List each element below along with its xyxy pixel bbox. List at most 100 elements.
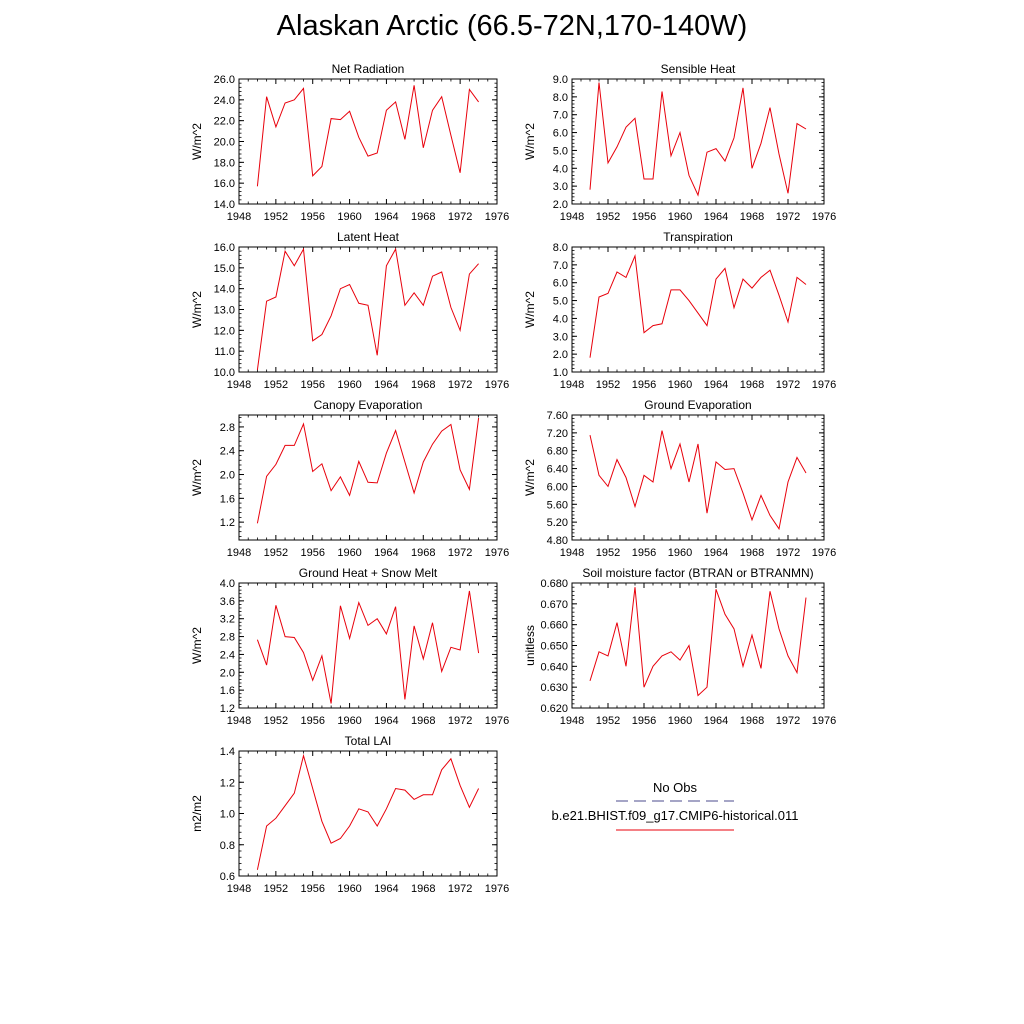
x-tick-label: 1968 <box>411 211 435 223</box>
x-tick-label: 1972 <box>448 547 472 559</box>
y-tick-label: 24.0 <box>214 95 235 107</box>
y-tick-label: 20.0 <box>214 137 235 149</box>
x-tick-label: 1952 <box>264 211 288 223</box>
x-tick-label: 1956 <box>300 883 324 895</box>
y-tick-label: 0.680 <box>540 578 568 590</box>
y-tick-label: 5.0 <box>553 145 568 157</box>
x-tick-label: 1968 <box>740 715 764 727</box>
x-tick-label: 1948 <box>560 547 584 559</box>
y-tick-label: 0.650 <box>540 641 568 653</box>
x-tick-label: 1952 <box>264 547 288 559</box>
y-tick-label: 1.2 <box>220 703 235 715</box>
y-tick-label: 5.0 <box>553 296 568 308</box>
x-tick-label: 1976 <box>485 211 509 223</box>
y-axis-label: W/m^2 <box>523 459 537 496</box>
x-tick-label: 1964 <box>374 715 398 727</box>
x-tick-label: 1948 <box>227 547 251 559</box>
y-tick-label: 22.0 <box>214 116 235 128</box>
y-tick-label: 15.0 <box>214 263 235 275</box>
x-tick-label: 1976 <box>812 715 836 727</box>
y-axis-label: W/m^2 <box>523 123 537 160</box>
x-tick-label: 1964 <box>374 547 398 559</box>
x-tick-label: 1960 <box>337 883 361 895</box>
y-tick-label: 0.6 <box>220 871 235 883</box>
x-tick-label: 1968 <box>411 379 435 391</box>
plot-frame <box>571 582 825 709</box>
series-line-model <box>256 417 480 524</box>
panel-net-radiation: Net Radiation W/m^2 1948 1952 1956 1960 1964 19… <box>190 62 509 223</box>
x-tick-label: 1968 <box>740 547 764 559</box>
y-tick-label: 1.4 <box>220 746 235 758</box>
y-tick-label: 1.0 <box>553 367 568 379</box>
x-tick-label: 1964 <box>374 883 398 895</box>
x-tick-label: 1972 <box>776 715 800 727</box>
x-tick-label: 1976 <box>812 547 836 559</box>
y-tick-label: 7.0 <box>553 110 568 122</box>
y-tick-label: 14.0 <box>214 284 235 296</box>
x-tick-label: 1952 <box>264 715 288 727</box>
x-tick-label: 1960 <box>337 715 361 727</box>
panel-title: Latent Heat <box>337 230 400 244</box>
x-tick-label: 1972 <box>448 883 472 895</box>
page-title: Alaskan Arctic (66.5-72N,170-140W) <box>276 10 748 42</box>
x-tick-label: 1956 <box>300 379 324 391</box>
x-tick-label: 1964 <box>374 211 398 223</box>
x-tick-label: 1960 <box>337 379 361 391</box>
x-tick-label: 1968 <box>740 211 764 223</box>
y-tick-label: 6.0 <box>553 278 568 290</box>
x-tick-label: 1956 <box>632 715 656 727</box>
y-tick-label: 0.8 <box>220 840 235 852</box>
panel-title: Transpiration <box>663 230 733 244</box>
y-tick-label: 3.6 <box>220 596 235 608</box>
y-tick-label: 3.2 <box>220 614 235 626</box>
y-tick-label: 0.660 <box>540 620 568 632</box>
y-tick-label: 4.0 <box>553 313 568 325</box>
x-tick-label: 1948 <box>227 379 251 391</box>
x-tick-label: 1972 <box>776 379 800 391</box>
series-line-model <box>256 590 480 704</box>
y-tick-label: 16.0 <box>214 178 235 190</box>
y-tick-label: 16.0 <box>214 242 235 254</box>
y-tick-label: 14.0 <box>214 199 235 211</box>
panel-ground-evaporation: Ground Evaporation W/m^2 1948 1952 1956 1960 1… <box>523 398 836 559</box>
x-tick-label: 1972 <box>448 379 472 391</box>
x-tick-label: 1964 <box>704 715 728 727</box>
x-tick-label: 1968 <box>411 883 435 895</box>
x-tick-label: 1948 <box>560 715 584 727</box>
y-tick-label: 4.80 <box>547 535 568 547</box>
x-tick-label: 1952 <box>596 715 620 727</box>
legend-model-label: b.e21.BHIST.f09_g17.CMIP6-historical.011 <box>552 808 799 823</box>
x-tick-label: 1952 <box>264 883 288 895</box>
y-tick-label: 12.0 <box>214 325 235 337</box>
x-tick-label: 1976 <box>485 547 509 559</box>
panel-transpiration: Transpiration W/m^2 1948 1952 1956 1960 1964 19… <box>523 230 836 391</box>
y-tick-label: 3.0 <box>553 181 568 193</box>
series-line-model <box>589 82 807 197</box>
x-tick-label: 1960 <box>337 547 361 559</box>
x-tick-label: 1948 <box>560 211 584 223</box>
x-tick-label: 1964 <box>374 379 398 391</box>
x-tick-label: 1956 <box>300 547 324 559</box>
x-tick-label: 1960 <box>668 379 692 391</box>
x-tick-label: 1972 <box>776 547 800 559</box>
x-tick-label: 1964 <box>704 211 728 223</box>
plot-frame <box>238 582 498 709</box>
y-tick-label: 6.0 <box>553 128 568 140</box>
plot-frame <box>238 246 498 373</box>
panel-latent-heat: Latent Heat W/m^2 1948 1952 1956 1960 1964 1968… <box>190 230 509 391</box>
y-tick-label: 2.8 <box>220 422 235 434</box>
y-tick-label: 13.0 <box>214 305 235 317</box>
x-tick-label: 1948 <box>227 715 251 727</box>
y-tick-label: 0.640 <box>540 661 568 673</box>
legend: No Obs b.e21.BHIST.f09_g17.CMIP6-histori… <box>552 780 799 831</box>
y-tick-label: 7.60 <box>547 410 568 422</box>
x-tick-label: 1956 <box>632 379 656 391</box>
x-tick-label: 1948 <box>560 379 584 391</box>
plot-frame <box>238 414 498 541</box>
plot-frame <box>571 414 825 541</box>
x-tick-label: 1956 <box>300 715 324 727</box>
panel-title: Net Radiation <box>332 62 405 76</box>
y-tick-label: 0.630 <box>540 682 568 694</box>
panel-title: Ground Heat + Snow Melt <box>299 566 438 580</box>
y-tick-label: 5.20 <box>547 517 568 529</box>
